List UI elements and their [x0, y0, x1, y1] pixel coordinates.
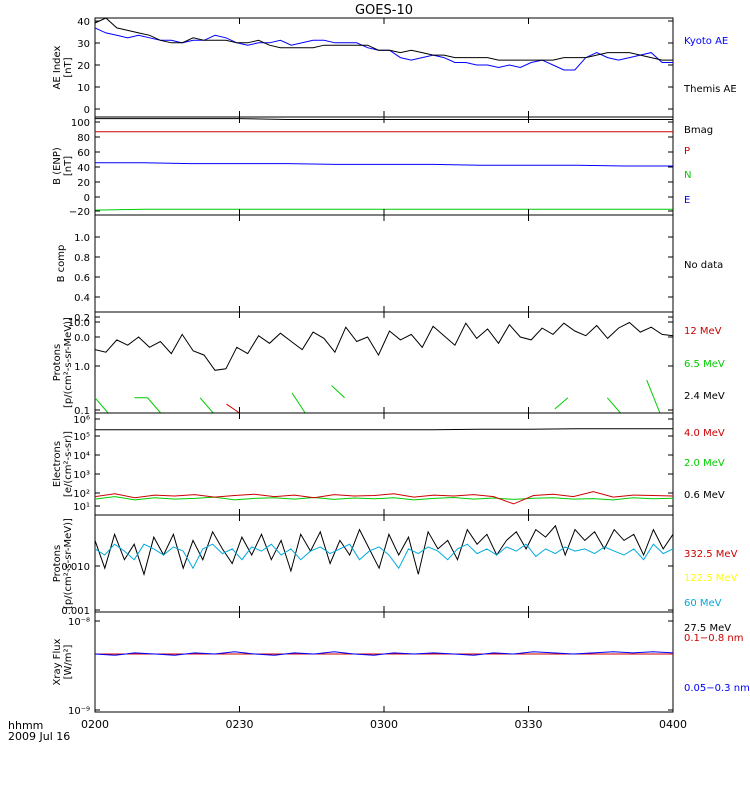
y-tick-label: 100: [71, 118, 90, 129]
date-label: 2009 Jul 16: [8, 730, 70, 743]
panel-frame: [94, 311, 674, 414]
y-tick-label: 20: [77, 61, 90, 72]
y-tick-label: 10⁻⁹: [68, 706, 90, 717]
legend-entry: 27.5 MeV: [684, 623, 731, 634]
y-axis-label: [p/(cm²-s-sr-MeV)]: [63, 317, 74, 408]
legend-entry: 122.5 MeV: [684, 573, 738, 584]
legend-entry: 6.5 MeV: [684, 359, 725, 370]
series-line-protons_low-1: [94, 379, 661, 414]
panel-xray: 10⁻⁸ 10⁻⁹ Xray Flux [W/m²] 0.1−0.8 nm 0.05−0.…: [52, 611, 750, 717]
y-tick-label: 10: [77, 83, 90, 94]
x-tick-label: 0230: [226, 718, 254, 731]
y-tick-label: 80: [77, 133, 90, 144]
y-tick-label: 0.010: [61, 562, 90, 573]
series-line-protons_low-0: [94, 321, 674, 371]
y-axis-label: Electrons: [52, 441, 63, 487]
y-tick-label: 0: [84, 193, 90, 204]
y-axis-label: AE Index: [52, 45, 63, 89]
y-tick-label: −20: [69, 207, 90, 218]
panel-protons_low: 10.0 1.0 0.1 Protons [p/(cm²-s-sr-MeV)] 12 Me…: [52, 311, 725, 417]
y-tick-label: 0.2: [74, 313, 90, 324]
x-tick-label: 0200: [81, 718, 109, 731]
figure-title: GOES-10: [355, 3, 413, 18]
legend-entry: 2.4 MeV: [684, 391, 725, 402]
y-tick-label: 0.8: [74, 253, 90, 264]
legend-entry: 12 MeV: [684, 326, 722, 337]
y-axis-label: Xray Flux: [52, 638, 63, 685]
y-axis-label: Protons: [52, 545, 63, 582]
y-axis-label: B (ENP): [52, 147, 63, 185]
y-axis-label: B comp: [56, 245, 67, 283]
legend-entry: 4.0 MeV: [684, 428, 725, 439]
legend-entry: 332.5 MeV: [684, 549, 738, 560]
y-tick-label: 30: [77, 39, 90, 50]
y-axis-label: [nT]: [63, 156, 74, 176]
legend-entry: Bmag: [684, 125, 713, 136]
series-line-xray-1: [94, 651, 674, 656]
series-line-ae-0: [94, 27, 673, 71]
y-tick-label: 1.0: [74, 362, 90, 373]
panel-frame: [94, 611, 674, 713]
time-label: hhmm: [8, 719, 43, 732]
y-tick-label: 0.0: [74, 333, 90, 344]
y-tick-label: 10⁴: [73, 451, 90, 462]
x-tick-label: 0330: [515, 718, 543, 731]
y-tick-label: 10⁶: [73, 415, 90, 426]
y-axis-label: Protons: [52, 344, 63, 381]
series-line-bfield-3: [95, 162, 673, 167]
x-tick-label: 0300: [370, 718, 398, 731]
y-axis-label: [e/(cm²-s-sr)]: [63, 431, 74, 497]
y-tick-label: 60: [77, 148, 90, 159]
series-line-protons_low-2: [226, 404, 568, 413]
y-tick-label: 1.0: [74, 233, 90, 244]
y-axis-label: [p/(cm²-s-sr-MeV)]: [63, 518, 74, 609]
legend-entry: 60 MeV: [684, 598, 722, 609]
legend-entry: P: [684, 146, 690, 157]
panel-frame: [94, 17, 674, 118]
y-tick-label: 0.1: [74, 406, 90, 417]
y-tick-label: 10.0: [68, 318, 90, 329]
panel-frame: [94, 214, 674, 313]
legend-entry: 0.1−0.8 nm: [684, 633, 743, 644]
panel-ae: 0 10 20 30 40 AE Index [nT] Kyoto AE Themis AE: [52, 17, 737, 118]
legend-entry: 2.0 MeV: [684, 458, 725, 469]
y-tick-label: 10²: [73, 489, 90, 500]
series-line-electrons-1: [94, 496, 674, 501]
panel-bfield: 100 80 60 40 20 0 −20 B (ENP) [nT] Bmag P N E: [52, 116, 713, 218]
y-tick-label: 0.6: [74, 273, 90, 284]
legend-entry: Kyoto AE: [684, 36, 728, 47]
y-tick-label: 10³: [73, 470, 90, 481]
y-tick-label: 10¹: [73, 502, 90, 513]
legend-entry: E: [684, 195, 690, 206]
y-tick-label: 40: [77, 163, 90, 174]
legend-entry: Themis AE: [683, 84, 737, 95]
series-line-electrons-2: [94, 491, 674, 505]
y-tick-label: 20: [77, 178, 90, 189]
series-line-ae-1: [94, 17, 673, 61]
y-axis-label: [W/m²]: [63, 644, 74, 679]
legend-entry: No data: [684, 260, 723, 271]
y-tick-label: 0.001: [61, 606, 90, 617]
y-tick-label: 10⁻⁸: [68, 617, 90, 628]
legend-entry: N: [684, 170, 691, 181]
panel-bcomp: 0.0 0.2 0.4 0.6 0.8 1.0 B comp No data: [56, 214, 723, 344]
series-line-electrons-0: [95, 428, 673, 431]
panel-protons_high: 0.010 0.001 Protons [p/(cm²-s-sr-MeV)] 332.5…: [52, 514, 738, 634]
legend-entry: 0.6 MeV: [684, 490, 725, 501]
y-tick-label: 10⁵: [73, 432, 90, 443]
series-line-protons_high-1: [94, 543, 674, 570]
y-axis-label: [nT]: [63, 57, 74, 77]
y-tick-label: 0: [84, 105, 90, 116]
x-tick-label: 0400: [659, 718, 687, 731]
x-axis-ticks: 0200 0230 0300 0330 0400: [81, 18, 687, 731]
y-tick-label: 40: [77, 17, 90, 28]
y-tick-label: 0.4: [74, 293, 90, 304]
legend-entry: 0.05−0.3 nm: [684, 683, 750, 694]
panel-electrons: 10⁶ 10⁵ 10⁴ 10³ 10² 10¹ Electrons [e/(cm²-s-sr)…: [52, 412, 725, 516]
